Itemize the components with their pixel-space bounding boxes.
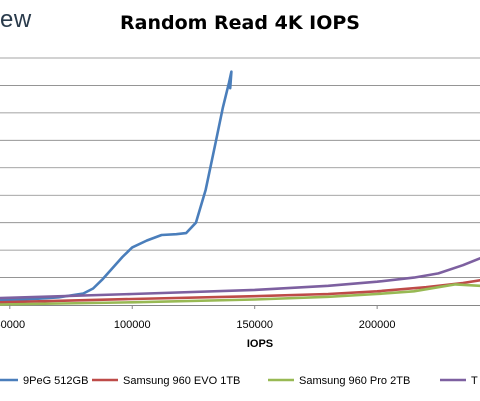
brand-logo-text: ew: [0, 6, 32, 33]
x-tick-label: 100000: [114, 319, 151, 331]
series-line: [0, 70, 233, 302]
x-axis-label: IOPS: [247, 338, 273, 350]
x-tick-label: 150000: [236, 319, 273, 331]
series-lines: [0, 70, 480, 306]
legend-label: Samsung 960 Pro 2TB: [299, 375, 410, 387]
legend-label: Samsung 960 EVO 1TB: [123, 375, 240, 387]
legend-label: T: [471, 375, 478, 387]
series-line: [0, 283, 480, 306]
x-tick-label: 200000: [359, 319, 396, 331]
x-tick-label: 50000: [0, 319, 25, 331]
legend-label: 9PeG 512GB: [23, 375, 88, 387]
series-line: [0, 257, 480, 300]
chart-title: Random Read 4K IOPS: [120, 12, 360, 34]
gridlines: [0, 57, 480, 278]
legend: 9PeG 512GB Samsung 960 EVO 1TB Samsung 960…: [0, 375, 478, 387]
x-tick-labels: 50000 100000 150000 200000: [0, 305, 396, 331]
